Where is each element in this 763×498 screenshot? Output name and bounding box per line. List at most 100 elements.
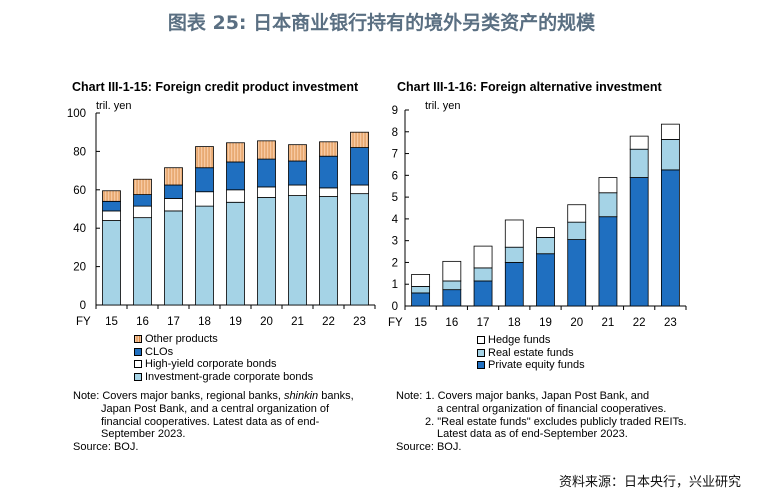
- note-line: Note: 1. Covers major banks, Japan Post …: [396, 390, 650, 402]
- bar-segment-investment-grade-corporate-bonds: [350, 193, 369, 306]
- x-tick-label: 22: [633, 317, 646, 329]
- note-text: Note: Covers major banks, regional banks…: [73, 390, 284, 402]
- x-tick-label: 19: [539, 317, 552, 329]
- bar-segment-clos: [195, 167, 214, 193]
- y-tick-label: 1: [392, 279, 398, 291]
- x-tick-label: 21: [291, 316, 304, 328]
- x-tick-label: 15: [105, 316, 118, 328]
- chart-2-title: Chart III-1-16: Foreign alternative inve…: [397, 80, 662, 94]
- chart-2-legend: Hedge funds Real estate funds Private eq…: [477, 334, 585, 372]
- x-tick-label: 17: [167, 316, 180, 328]
- bar-segment-clos: [226, 161, 245, 191]
- bar-segment-hedge-funds: [473, 245, 493, 269]
- bar-segment-other-products: [319, 141, 338, 157]
- note-line: a central organization of financial coop…: [437, 402, 667, 415]
- note-line: 2. "Real estate funds" excludes publicly…: [425, 415, 687, 428]
- bar-segment-private-equity-funds: [442, 289, 462, 307]
- bar-segment-investment-grade-corporate-bonds: [257, 197, 276, 306]
- bar-segment-private-equity-funds: [660, 169, 680, 307]
- bar-segment-high-yield-corporate-bonds: [226, 189, 245, 203]
- bar-segment-hedge-funds: [567, 204, 587, 223]
- chart-2-unit: tril. yen: [425, 100, 461, 112]
- legend-swatch-other-products: [134, 335, 142, 344]
- bar-segment-clos: [102, 200, 121, 212]
- x-tick-label: 16: [136, 316, 149, 328]
- bar-segment-hedge-funds: [629, 135, 649, 150]
- x-tick-label: 17: [477, 317, 490, 329]
- bar-segment-clos: [288, 160, 307, 186]
- chart-2-notes: Note: 1. Covers major banks, Japan Post …: [396, 390, 687, 454]
- bar-segment-high-yield-corporate-bonds: [257, 186, 276, 198]
- bar-segment-investment-grade-corporate-bonds: [288, 195, 307, 306]
- figure-title: 图表 25: 日本商业银行持有的境外另类资产的规模: [167, 12, 596, 34]
- bar-segment-real-estate-funds: [660, 138, 680, 171]
- y-tick-label: 4: [392, 214, 399, 226]
- x-tick-label: 18: [198, 316, 211, 328]
- bar-segment-other-products: [288, 144, 307, 162]
- y-tick-label: 100: [67, 108, 86, 120]
- bar-segment-investment-grade-corporate-bonds: [133, 217, 152, 306]
- y-tick-label: 8: [392, 127, 398, 139]
- bar-segment-clos: [257, 158, 276, 188]
- x-tick-label: 21: [602, 317, 615, 329]
- legend-label: Hedge funds: [488, 334, 551, 346]
- bar-segment-real-estate-funds: [629, 148, 649, 178]
- bar-segment-clos: [133, 194, 152, 207]
- x-tick-label: 20: [570, 317, 583, 329]
- legend-label: Investment-grade corporate bonds: [145, 370, 314, 383]
- bar-segment-private-equity-funds: [473, 280, 493, 307]
- bar-segment-investment-grade-corporate-bonds: [319, 196, 338, 306]
- legend-item-high-yield: High-yield corporate bonds: [134, 358, 313, 371]
- bar-segment-clos: [350, 147, 369, 186]
- legend-item-hedge-funds: Hedge funds: [477, 334, 585, 347]
- x-tick-label: 20: [260, 316, 273, 328]
- x-tick-label: 15: [414, 317, 427, 329]
- chart-1-legend: Other products CLOs High-yield corporate…: [134, 333, 313, 383]
- x-axis-label: FY: [76, 316, 91, 328]
- bar-segment-high-yield-corporate-bonds: [102, 210, 121, 221]
- bar-segment-clos: [319, 155, 338, 189]
- y-tick-label: 40: [73, 223, 86, 235]
- bar-segment-private-equity-funds: [598, 216, 618, 307]
- bar-segment-real-estate-funds: [411, 285, 431, 294]
- bar-segment-hedge-funds: [660, 123, 680, 140]
- bar-segment-private-equity-funds: [567, 239, 587, 307]
- bar-segment-investment-grade-corporate-bonds: [102, 220, 121, 306]
- bar-segment-hedge-funds: [504, 219, 524, 248]
- legend-item-private-equity-funds: Private equity funds: [477, 359, 585, 372]
- note-text: banks,: [318, 390, 354, 402]
- x-tick-label: 19: [229, 316, 242, 328]
- bar-segment-real-estate-funds: [442, 280, 462, 291]
- note-line: Japan Post Bank, and a central organizat…: [101, 402, 330, 415]
- y-tick-label: 9: [392, 105, 398, 117]
- source-credit: 资料来源：日本央行，兴业研究: [558, 475, 741, 490]
- legend-label: Other products: [145, 333, 218, 345]
- bar-segment-hedge-funds: [411, 274, 431, 287]
- legend-swatch-clos: [134, 347, 142, 356]
- bar-segment-other-products: [164, 167, 183, 186]
- x-tick-label: 16: [445, 317, 458, 329]
- bar-segment-real-estate-funds: [504, 246, 524, 263]
- y-tick-label: 7: [392, 149, 398, 161]
- bar-segment-clos: [164, 184, 183, 199]
- y-tick-label: 0: [80, 300, 86, 312]
- y-tick-label: 3: [392, 236, 398, 248]
- legend-swatch-hedge-funds: [477, 336, 485, 345]
- bar-segment-private-equity-funds: [629, 177, 649, 307]
- bar-segment-other-products: [102, 190, 121, 202]
- bar-segment-hedge-funds: [598, 177, 618, 194]
- legend-swatch-real-estate-funds: [477, 348, 485, 357]
- legend-label: Private equity funds: [488, 359, 585, 371]
- y-tick-label: 60: [73, 185, 86, 197]
- bar-segment-other-products: [226, 142, 245, 163]
- bar-segment-other-products: [133, 178, 152, 196]
- note-line: September 2023.: [101, 428, 186, 441]
- legend-swatch-high-yield: [134, 360, 142, 369]
- bar-segment-high-yield-corporate-bonds: [164, 198, 183, 212]
- bar-segment-investment-grade-corporate-bonds: [226, 201, 245, 306]
- legend-label: CLOs: [145, 345, 174, 358]
- legend-item-clos: CLOs: [134, 346, 313, 359]
- legend-item-real-estate-funds: Real estate funds: [477, 347, 585, 360]
- x-tick-label: 22: [322, 316, 335, 328]
